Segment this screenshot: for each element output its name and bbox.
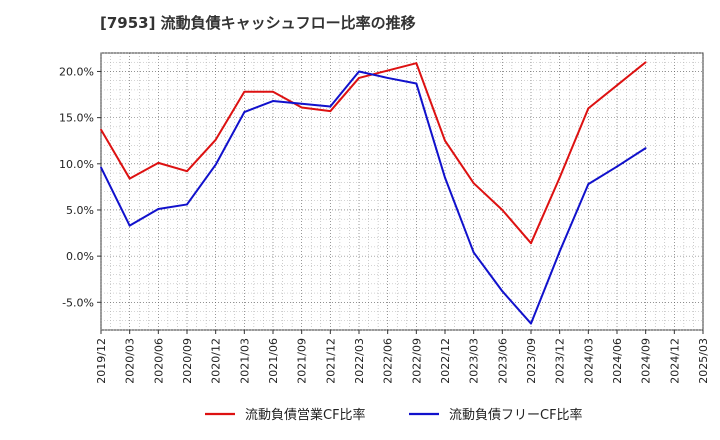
data-point-series-1 [157,161,160,164]
data-point-series-1 [530,242,532,245]
chart-title: [7953] 流動負債キャッシュフロー比率の推移 [100,14,416,32]
x-tick-label: 2024/06 [611,338,624,384]
data-point-series-1 [100,128,102,131]
legend: 流動負債営業CF比率 流動負債フリーCF比率 [205,407,583,423]
legend-label-2: 流動負債フリーCF比率 [449,407,583,423]
data-point-series-1 [472,182,475,185]
x-tick-label: 2024/12 [668,338,681,384]
y-tick-label: 15.0% [59,112,94,125]
x-tick-label: 2021/09 [296,338,309,384]
x-tick-label: 2024/03 [582,338,595,384]
x-tick-label: 2023/03 [468,338,481,384]
data-point-series-2 [214,163,217,166]
series-lines [100,61,647,325]
x-tick-label: 2023/09 [525,338,538,384]
data-point-series-1 [214,138,217,141]
x-tick-label: 2023/12 [554,338,567,384]
x-tick-label: 2023/06 [496,338,509,384]
x-tick-label: 2025/03 [697,338,710,384]
data-point-series-2 [272,100,274,102]
data-point-series-1 [587,107,590,110]
x-tick-label: 2020/06 [152,338,165,384]
data-point-series-2 [243,111,246,113]
x-tick-label: 2021/03 [238,338,251,384]
data-point-series-2 [415,82,418,85]
data-point-series-1 [186,170,188,173]
y-tick-label: 0.0% [66,250,94,263]
x-tick-label: 2019/12 [95,338,108,384]
data-point-series-2 [100,166,102,169]
data-point-series-1 [358,77,360,79]
data-point-series-2 [128,224,131,227]
data-point-series-2 [587,183,590,186]
data-point-series-1 [128,177,131,180]
data-point-series-2 [558,250,561,253]
data-point-series-1 [558,176,561,179]
data-point-series-2 [358,70,360,73]
data-point-series-2 [186,203,188,206]
y-tick-label: 20.0% [59,65,94,78]
x-tick-label: 2021/06 [267,338,280,384]
x-tick-label: 2022/09 [410,338,423,384]
data-point-series-1 [243,90,246,93]
data-point-series-1 [415,62,418,65]
x-tick-label: 2021/12 [324,338,337,384]
data-point-series-1 [386,69,389,72]
x-tick-label: 2022/06 [382,338,395,384]
data-point-series-2 [386,77,389,79]
legend-label-1: 流動負債営業CF比率 [245,407,366,423]
data-point-series-2 [300,102,303,105]
data-point-series-2 [157,208,160,210]
x-axis: 2019/12 2020/03 2020/06 2020/09 2020/12 2021/… [95,330,710,384]
x-tick-label: 2020/09 [181,338,194,384]
data-point-series-2 [472,251,475,254]
data-point-series-2 [644,147,647,150]
data-point-series-1 [444,139,446,142]
x-tick-label: 2020/03 [124,338,137,384]
x-tick-label: 2020/12 [210,338,223,384]
data-point-series-1 [501,209,504,211]
data-point-series-2 [329,105,332,108]
data-point-series-1 [644,61,647,64]
x-tick-label: 2022/03 [353,338,366,384]
data-point-series-2 [501,290,504,293]
grid-lines [100,52,704,331]
data-point-series-1 [272,90,274,93]
y-tick-label: 10.0% [59,158,94,171]
data-point-series-2 [444,176,446,179]
data-point-series-1 [616,84,618,87]
y-tick-label: 5.0% [66,204,94,217]
series-line-2 [100,70,647,325]
data-point-series-2 [530,322,532,325]
data-point-series-1 [300,106,303,109]
y-axis: -5.0% 0.0% 5.0% 10.0% 15.0% 20.0% [59,65,101,309]
x-tick-label: 2024/09 [640,338,653,384]
x-tick-label: 2022/12 [439,338,452,384]
data-point-series-1 [329,110,332,113]
y-tick-label: -5.0% [62,296,94,309]
data-point-series-2 [616,165,618,168]
